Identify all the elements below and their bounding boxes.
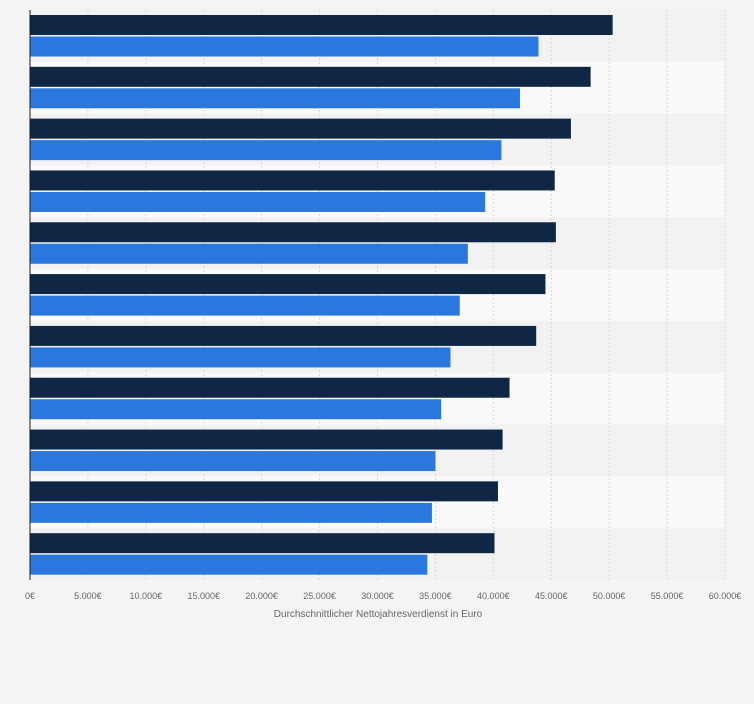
bar-series-2[interactable]	[30, 399, 442, 420]
bar-series-1[interactable]	[30, 170, 555, 191]
bar-series-1[interactable]	[30, 15, 613, 35]
bar-series-1[interactable]	[30, 481, 498, 502]
bar-series-2[interactable]	[30, 451, 436, 472]
x-axis-tick-labels: 0€ 5.000€ 10.000€ 15.000€ 20.000€ 25.000€ 30.0…	[25, 591, 741, 601]
bar-series-1[interactable]	[30, 118, 571, 139]
x-tick-label: 50.000€	[593, 591, 626, 601]
bar-series-1[interactable]	[30, 377, 510, 398]
bar-series-2[interactable]	[30, 88, 520, 109]
x-tick-label: 35.000€	[419, 591, 452, 601]
bar-series-1[interactable]	[30, 274, 546, 295]
bar-series-1[interactable]	[30, 222, 556, 243]
bar-series-2[interactable]	[30, 295, 460, 316]
bar-series-1[interactable]	[30, 325, 537, 346]
bar-series-2[interactable]	[30, 36, 539, 57]
x-axis-title: Durchschnittlicher Nettojahresverdienst …	[274, 609, 483, 620]
x-tick-label: 55.000€	[651, 591, 684, 601]
grid-lines	[87, 10, 726, 580]
bar-series-1[interactable]	[30, 533, 495, 554]
x-tick-label: 25.000€	[303, 591, 336, 601]
x-tick-label: 60.000€	[709, 591, 742, 601]
x-tick-label: 5.000€	[74, 591, 102, 601]
bar-series-1[interactable]	[30, 429, 503, 450]
x-tick-label: 15.000€	[187, 591, 220, 601]
bar-series-2[interactable]	[30, 554, 428, 575]
bar-series-2[interactable]	[30, 347, 451, 368]
bar-series-1[interactable]	[30, 66, 591, 87]
x-tick-label: 40.000€	[477, 591, 510, 601]
x-tick-label: 20.000€	[245, 591, 278, 601]
x-tick-label: 30.000€	[361, 591, 394, 601]
x-tick-label: 45.000€	[535, 591, 568, 601]
bar-series-2[interactable]	[30, 140, 502, 161]
bar-series-2[interactable]	[30, 243, 468, 264]
x-tick-label: 0€	[25, 591, 35, 601]
x-tick-label: 10.000€	[130, 591, 163, 601]
bars	[30, 15, 613, 575]
bar-series-2[interactable]	[30, 191, 486, 212]
bar-series-2[interactable]	[30, 502, 432, 523]
